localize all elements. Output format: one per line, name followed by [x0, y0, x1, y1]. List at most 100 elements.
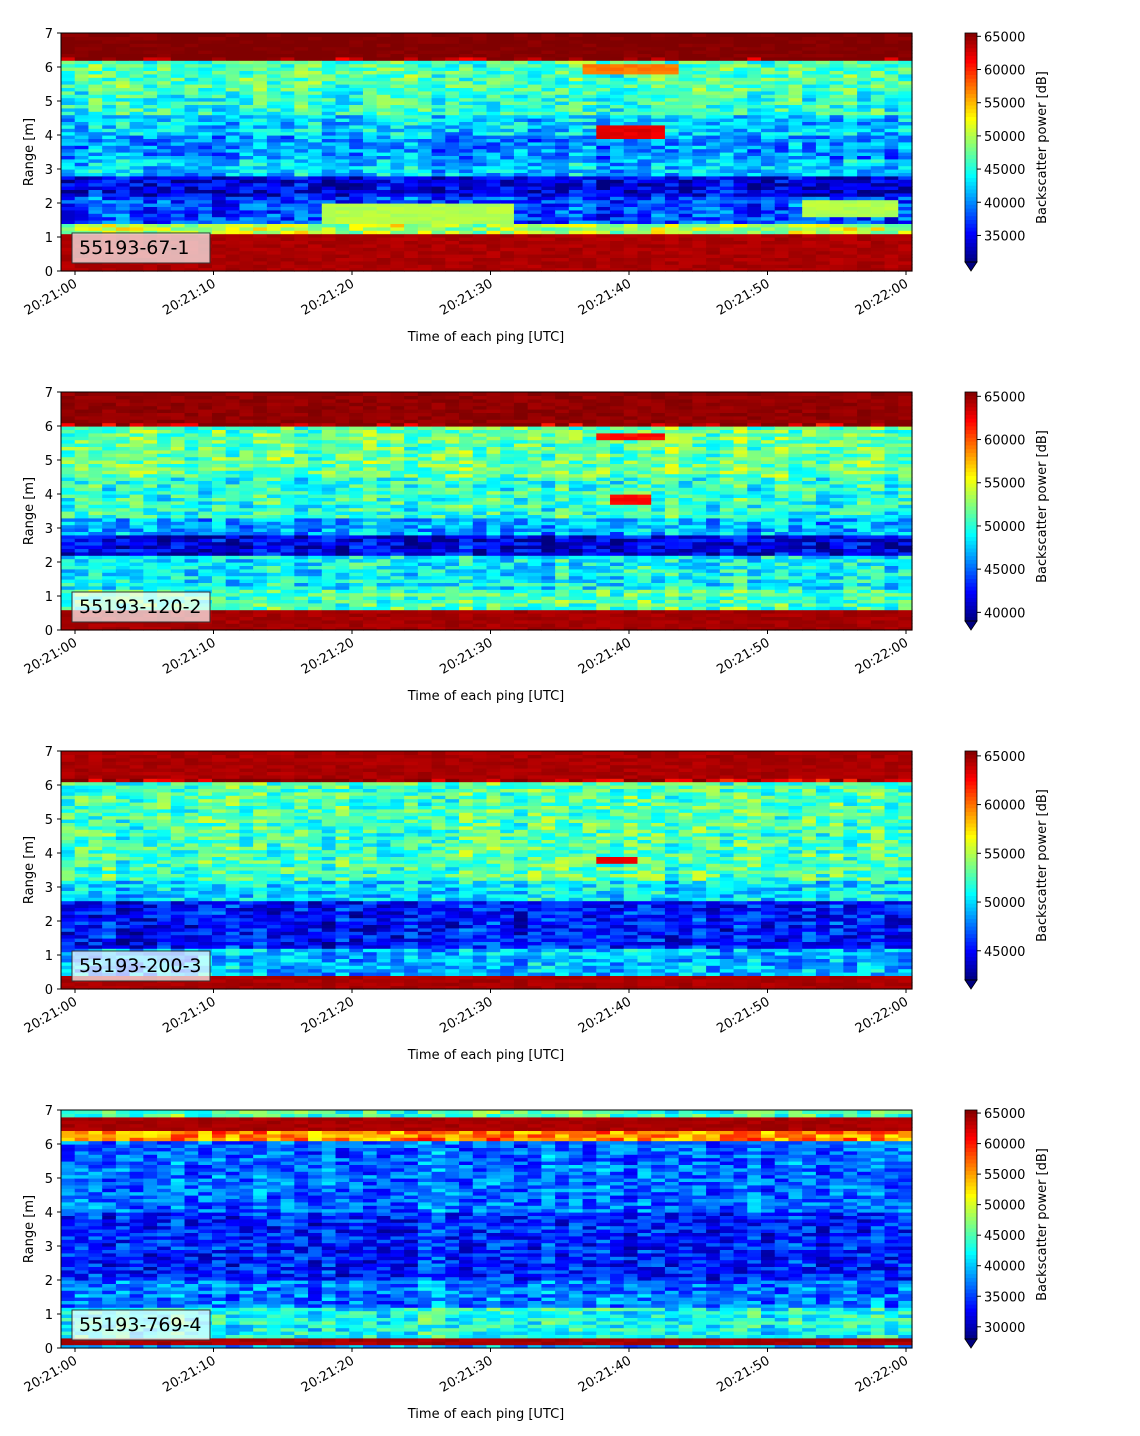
- heatmap-cell: [335, 189, 350, 194]
- heatmap-cell: [733, 264, 748, 269]
- heatmap-cell: [102, 402, 117, 407]
- heatmap-cell: [678, 165, 693, 170]
- heatmap-cell: [390, 250, 405, 255]
- heatmap-cell: [459, 90, 474, 95]
- heatmap-cell: [74, 60, 90, 65]
- heatmap-cell: [115, 131, 131, 136]
- heatmap-cell: [431, 118, 446, 122]
- heatmap-cell: [308, 209, 323, 214]
- heatmap-cell: [253, 192, 268, 197]
- heatmap-cell: [225, 179, 241, 184]
- heatmap-cell: [170, 36, 186, 41]
- heatmap-cell: [321, 63, 337, 68]
- heatmap-cell: [280, 67, 295, 71]
- heatmap-cell: [829, 192, 844, 197]
- heatmap-cell: [472, 118, 488, 122]
- heatmap-cell: [390, 203, 405, 207]
- heatmap-cell: [404, 46, 419, 51]
- heatmap-cell: [61, 182, 76, 187]
- heatmap-cell: [266, 175, 282, 180]
- heatmap-cell: [500, 216, 515, 221]
- heatmap-cell: [761, 131, 776, 136]
- heatmap-cell: [321, 189, 337, 194]
- heatmap-cell: [431, 77, 446, 82]
- heatmap-cell: [335, 111, 350, 116]
- heatmap-cell: [184, 186, 199, 190]
- heatmap-cell: [61, 230, 76, 235]
- heatmap-cell: [102, 80, 117, 85]
- heatmap-cell: [376, 203, 392, 207]
- heatmap-cell: [390, 50, 405, 54]
- heatmap-cell: [143, 220, 158, 224]
- heatmap-cell: [253, 46, 268, 51]
- heatmap-cell: [102, 131, 117, 136]
- colorbar-segment: [965, 82, 977, 88]
- heatmap-cell: [390, 192, 405, 197]
- heatmap-cell: [129, 46, 144, 51]
- heatmap-cell: [88, 135, 103, 139]
- heatmap-cell: [362, 247, 378, 252]
- heatmap-cell: [747, 182, 762, 187]
- colorbar-segment: [965, 67, 977, 72]
- heatmap-cell: [74, 172, 90, 177]
- heatmap-cell: [321, 46, 337, 51]
- heatmap-cell: [74, 53, 90, 58]
- heatmap-cell: [527, 175, 543, 180]
- heatmap-cell: [102, 101, 117, 105]
- heatmap-cell: [225, 237, 241, 241]
- heatmap-cell: [459, 254, 474, 258]
- heatmap-cell: [184, 267, 199, 272]
- heatmap-cell: [802, 158, 817, 163]
- heatmap-cell: [486, 33, 501, 37]
- heatmap-cell: [157, 264, 172, 269]
- heatmap-cell: [88, 124, 103, 129]
- heatmap-cell: [61, 196, 76, 201]
- heatmap-cell: [445, 192, 460, 197]
- heatmap-cell: [198, 158, 213, 163]
- heatmap-cell: [266, 206, 282, 211]
- heatmap-cell: [88, 199, 103, 204]
- heatmap-cell: [88, 226, 103, 231]
- heatmap-cell: [294, 131, 309, 136]
- heatmap-cell: [335, 179, 350, 184]
- heatmap-cell: [404, 63, 419, 68]
- heatmap-cell: [802, 209, 817, 214]
- heatmap-cell: [431, 240, 446, 245]
- heatmap-cell: [170, 63, 186, 68]
- heatmap-cell: [211, 230, 227, 235]
- heatmap-cell: [335, 264, 350, 269]
- heatmap-cell: [170, 128, 186, 133]
- heatmap-cell: [472, 196, 488, 201]
- heatmap-cell: [568, 148, 584, 153]
- heatmap-cell: [308, 135, 323, 139]
- heatmap-cell: [294, 56, 309, 61]
- heatmap-cell: [431, 216, 446, 221]
- heatmap-cell: [225, 111, 241, 116]
- heatmap-cell: [184, 230, 199, 235]
- heatmap-cell: [376, 145, 392, 150]
- heatmap-cell: [280, 162, 295, 167]
- heatmap-cell: [129, 87, 144, 92]
- heatmap-cell: [815, 182, 831, 187]
- heatmap-cell: [376, 56, 392, 61]
- heatmap-cell: [253, 63, 268, 68]
- heatmap-cell: [308, 36, 323, 41]
- heatmap-cell: [129, 230, 144, 235]
- heatmap-cell: [857, 131, 872, 136]
- heatmap-cell: [472, 135, 488, 139]
- heatmap-cell: [266, 121, 282, 126]
- heatmap-cell: [157, 135, 172, 139]
- heatmap-cell: [88, 267, 103, 272]
- heatmap-cell: [362, 158, 378, 163]
- y-tick-label: 0: [45, 265, 53, 280]
- heatmap-cell: [225, 182, 241, 187]
- heatmap-cell: [102, 53, 117, 58]
- heatmap-cell: [541, 175, 556, 180]
- heatmap-cell: [198, 209, 213, 214]
- heatmap-cell: [555, 131, 570, 136]
- heatmap-cell: [774, 233, 790, 238]
- heatmap-cell: [459, 240, 474, 245]
- heatmap-cell: [376, 250, 392, 255]
- heatmap-cell: [706, 175, 721, 180]
- heatmap-cell: [459, 97, 474, 102]
